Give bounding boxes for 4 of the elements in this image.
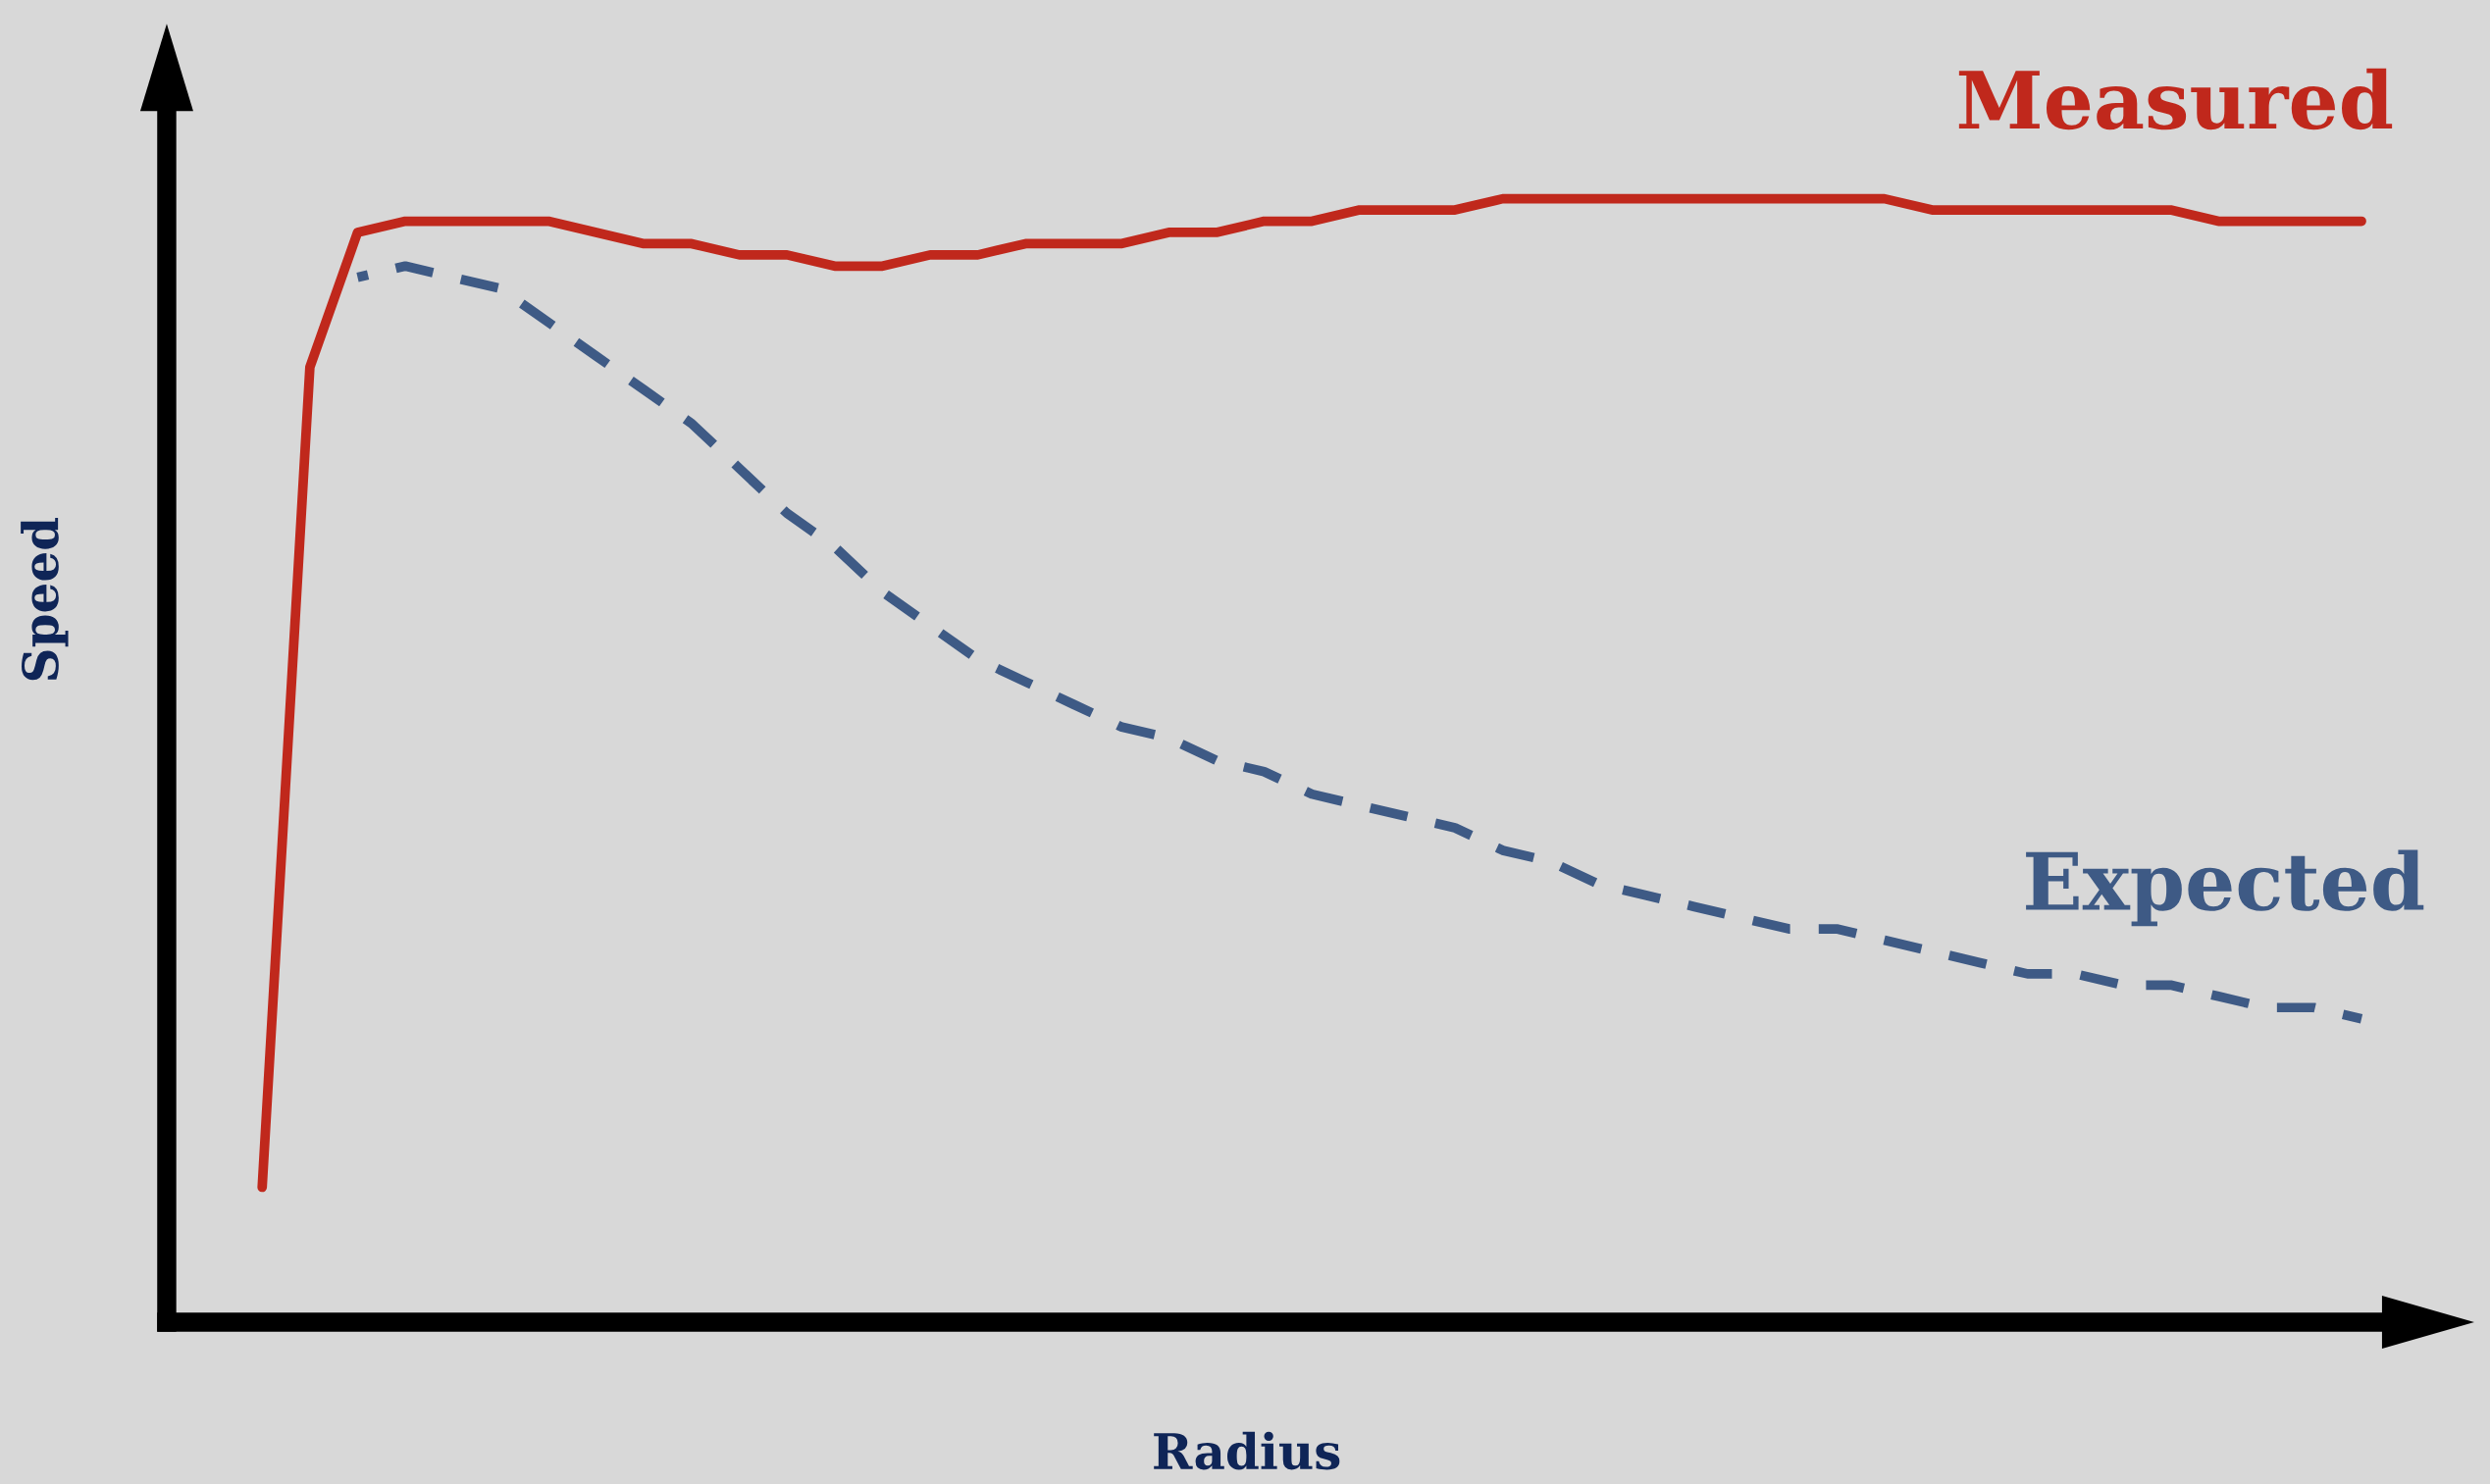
series-label: Measured — [1958, 68, 2393, 130]
series-label: Expected — [2026, 849, 2424, 927]
y-axis-title: Speed — [21, 518, 69, 681]
x-axis-title: Radius — [1154, 1431, 1340, 1470]
